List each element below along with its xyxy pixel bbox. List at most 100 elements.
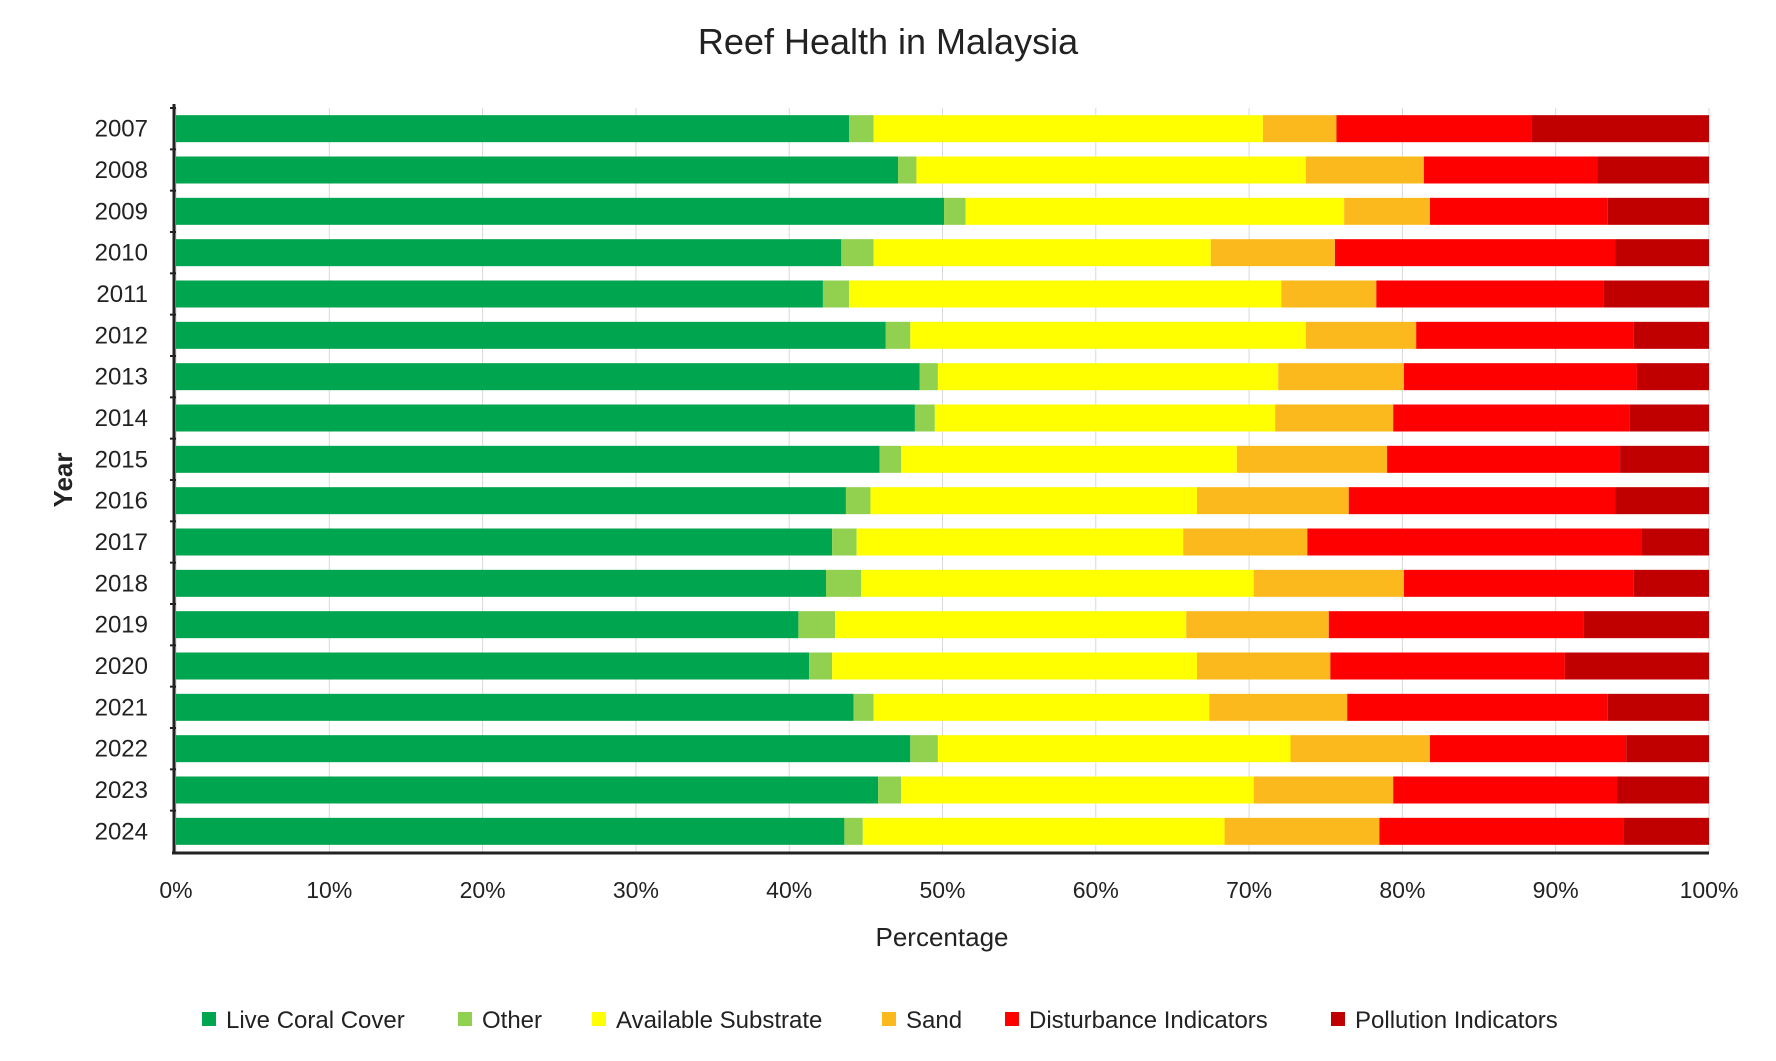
- bar-segment-other: [853, 693, 874, 721]
- legend-swatch: [592, 1012, 606, 1026]
- y-tick-label: 2011: [96, 281, 148, 308]
- bar-segment-other: [825, 569, 862, 597]
- y-tick-label: 2017: [95, 529, 148, 556]
- bar-segment-live-coral-cover: [176, 693, 854, 721]
- bar-segment-pollution-indicators: [1620, 445, 1709, 473]
- bar-segment-pollution-indicators: [1615, 239, 1709, 267]
- bar-segment-live-coral-cover: [176, 569, 826, 597]
- bar-segment-live-coral-cover: [176, 652, 810, 680]
- bar-segment-live-coral-cover: [176, 280, 823, 308]
- bar-segment-available-substrate: [848, 280, 1282, 308]
- bar-segment-available-substrate: [937, 735, 1291, 763]
- legend-label: Live Coral Cover: [226, 1007, 405, 1034]
- y-tick-label: 2018: [95, 570, 148, 597]
- bar-segment-available-substrate: [873, 239, 1211, 267]
- bar-segment-available-substrate: [861, 569, 1254, 597]
- x-axis-label: Percentage: [876, 922, 1009, 952]
- bar-segment-disturbance-indicators: [1387, 445, 1621, 473]
- bar-segment-sand: [1236, 445, 1388, 473]
- bar-segment-other: [798, 611, 836, 639]
- bar-segment-sand: [1186, 611, 1329, 639]
- bar-segment-live-coral-cover: [176, 611, 799, 639]
- y-tick-label: 2016: [95, 488, 148, 515]
- bar-segment-other: [919, 363, 938, 391]
- bar-segment-available-substrate: [934, 404, 1276, 432]
- x-tick-label: 70%: [1226, 877, 1272, 903]
- gridlines: [175, 108, 1710, 852]
- bar-segment-live-coral-cover: [176, 404, 915, 432]
- bar-segment-disturbance-indicators: [1429, 197, 1608, 225]
- bar-segment-sand: [1253, 776, 1394, 804]
- bar-segment-pollution-indicators: [1583, 611, 1709, 639]
- bar-segment-available-substrate: [835, 611, 1187, 639]
- bar-segment-live-coral-cover: [176, 735, 911, 763]
- y-tick-label: 2021: [95, 694, 148, 721]
- bar-segment-sand: [1278, 363, 1404, 391]
- bar-segment-live-coral-cover: [176, 776, 879, 804]
- bar-segment-available-substrate: [862, 817, 1225, 845]
- legend-swatch: [202, 1012, 216, 1026]
- x-tick-label: 10%: [306, 877, 352, 903]
- bar-segment-available-substrate: [873, 115, 1263, 143]
- bar-segment-pollution-indicators: [1641, 528, 1709, 556]
- legend-label: Pollution Indicators: [1355, 1007, 1558, 1034]
- x-tick-label: 0%: [159, 877, 192, 903]
- bar-segment-live-coral-cover: [176, 239, 842, 267]
- bar-segment-pollution-indicators: [1564, 652, 1709, 680]
- bar-segment-sand: [1305, 156, 1424, 184]
- bar-segment-pollution-indicators: [1607, 197, 1709, 225]
- bar-segment-sand: [1262, 115, 1337, 143]
- bar-segment-available-substrate: [901, 776, 1254, 804]
- y-tick-label: 2020: [95, 653, 148, 680]
- bar-segment-sand: [1210, 239, 1335, 267]
- bar-segment-live-coral-cover: [176, 321, 886, 349]
- x-tick-label: 100%: [1680, 877, 1739, 903]
- bar-segment-live-coral-cover: [176, 156, 899, 184]
- bar-segment-pollution-indicators: [1633, 321, 1709, 349]
- bar-segment-other: [822, 280, 849, 308]
- bar-segment-disturbance-indicators: [1336, 115, 1532, 143]
- bar-segment-available-substrate: [965, 197, 1345, 225]
- bar-segment-sand: [1290, 735, 1430, 763]
- bar-segment-available-substrate: [856, 528, 1184, 556]
- y-tick-label: 2015: [95, 446, 148, 473]
- y-tick-label: 2019: [95, 612, 148, 639]
- bar-segment-disturbance-indicators: [1403, 363, 1637, 391]
- bar-segment-disturbance-indicators: [1429, 735, 1627, 763]
- x-tick-label: 30%: [613, 877, 659, 903]
- y-tick-label: 2007: [95, 116, 148, 143]
- bar-segment-sand: [1281, 280, 1377, 308]
- bar-segment-other: [914, 404, 935, 432]
- x-tick-label: 20%: [460, 877, 506, 903]
- y-tick-label: 2010: [95, 240, 148, 267]
- bar-segment-other: [845, 487, 871, 515]
- bar-segment-other: [841, 239, 874, 267]
- bar-segment-pollution-indicators: [1633, 569, 1709, 597]
- bar-segment-other: [910, 735, 938, 763]
- y-tick-labels: 2007 2008 2009 2010 2011 2012 2013 2014 2015 2016…: [95, 116, 148, 846]
- bar-segment-other: [832, 528, 857, 556]
- y-tick-label: 2024: [95, 818, 148, 845]
- bar-segment-disturbance-indicators: [1423, 156, 1598, 184]
- y-tick-label: 2014: [95, 405, 148, 432]
- bar-segment-other: [878, 776, 902, 804]
- bar-segment-disturbance-indicators: [1348, 487, 1616, 515]
- bar-segment-pollution-indicators: [1626, 735, 1709, 763]
- bar-segment-pollution-indicators: [1623, 817, 1709, 845]
- bar-segment-live-coral-cover: [176, 445, 880, 473]
- bars: [176, 115, 1709, 845]
- bar-segment-pollution-indicators: [1607, 693, 1709, 721]
- y-tick-label: 2009: [95, 198, 148, 225]
- bar-segment-pollution-indicators: [1531, 115, 1709, 143]
- bar-segment-pollution-indicators: [1636, 363, 1709, 391]
- bar-segment-other: [848, 115, 874, 143]
- bar-segment-sand: [1275, 404, 1394, 432]
- x-tick-label: 40%: [766, 877, 812, 903]
- legend-label: Disturbance Indicators: [1029, 1007, 1268, 1034]
- legend-swatch: [882, 1012, 896, 1026]
- y-tick-label: 2012: [95, 322, 148, 349]
- bar-segment-available-substrate: [937, 363, 1279, 391]
- y-axis-label: Year: [48, 453, 78, 508]
- bar-segment-live-coral-cover: [176, 487, 846, 515]
- bar-segment-sand: [1344, 197, 1430, 225]
